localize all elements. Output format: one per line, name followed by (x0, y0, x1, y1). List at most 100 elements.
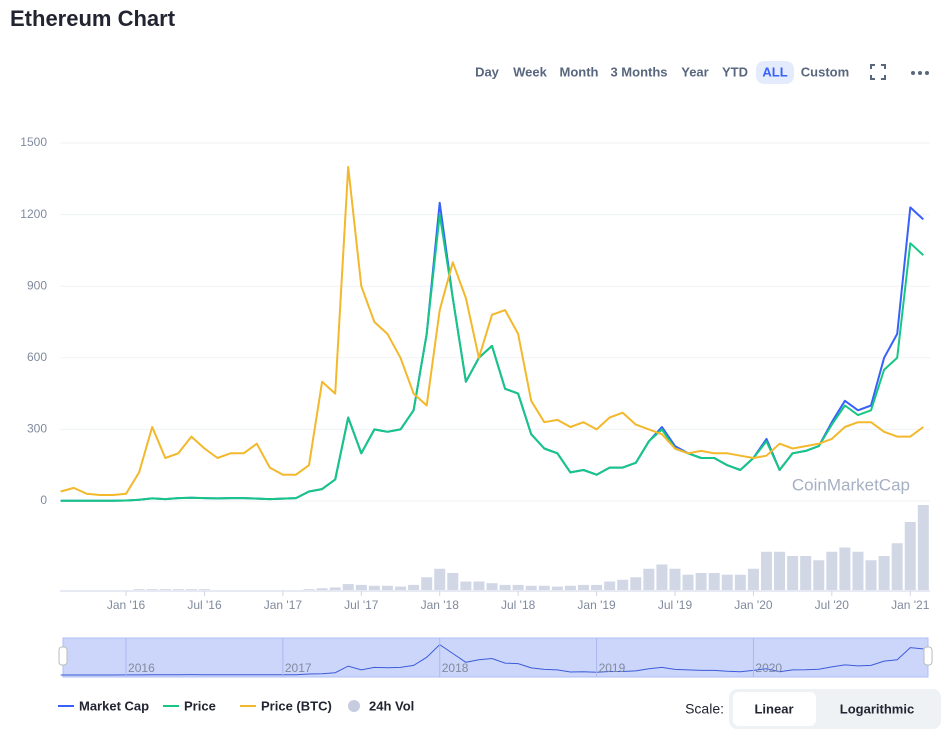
range-button[interactable]: Week (513, 64, 547, 79)
volume-bar (695, 573, 707, 590)
volume-bar (159, 589, 171, 590)
x-tick-label: Jul '16 (187, 598, 222, 612)
volume-bar (578, 584, 589, 590)
volume-bar (198, 589, 210, 590)
volume-bar (368, 585, 380, 590)
watermark: CoinMarketCap (792, 475, 910, 494)
volume-bar (813, 560, 825, 590)
scale-option[interactable]: Logarithmic (840, 701, 914, 716)
volume-bar (512, 584, 524, 590)
volume-bar (787, 556, 799, 590)
more-icon[interactable] (911, 71, 929, 75)
volume-bar (878, 556, 890, 590)
volume-bar (643, 568, 655, 590)
navigator-line (60, 643, 924, 676)
navigator-label: 2018 (442, 661, 469, 675)
volume-bar (172, 589, 184, 590)
volume-bar (669, 568, 681, 590)
volume-bar (708, 573, 720, 590)
legend-label[interactable]: Market Cap (79, 698, 149, 713)
range-button[interactable]: ALL (762, 64, 787, 79)
x-tick-label: Jan '21 (891, 598, 930, 612)
x-tick-label: Jan '18 (421, 598, 460, 612)
volume-bar (865, 560, 877, 590)
range-button[interactable]: YTD (722, 64, 748, 79)
volume-bar (525, 585, 537, 590)
volume-bar (185, 589, 197, 590)
y-tick-label: 600 (27, 350, 47, 364)
volume-bar (904, 522, 916, 590)
y-tick-label: 0 (40, 493, 47, 507)
volume-bar (146, 589, 158, 590)
volume-bar (604, 581, 616, 590)
volume-bar (852, 551, 864, 590)
volume-bar (421, 577, 433, 590)
volume-bar (630, 577, 642, 590)
range-button[interactable]: Day (475, 64, 500, 79)
fullscreen-icon[interactable] (870, 64, 886, 80)
x-tick-label: Jul '19 (658, 598, 693, 612)
range-button[interactable]: Month (560, 64, 599, 79)
navigator-label: 2017 (285, 661, 312, 675)
volume-bar (617, 579, 629, 590)
volume-bar (303, 589, 315, 590)
volume-bar (826, 551, 838, 590)
volume-bar (734, 574, 746, 590)
volume-bar (133, 589, 145, 590)
volume-bar (891, 543, 903, 590)
volume-bar (760, 551, 772, 590)
x-tick-label: Jan '19 (577, 598, 616, 612)
volume-bar (682, 574, 694, 590)
navigator-label: 2016 (128, 661, 155, 675)
legend-label[interactable]: Price (BTC) (261, 698, 332, 713)
volume-bar (774, 551, 786, 590)
range-button[interactable]: Custom (801, 64, 849, 79)
volume-bar (721, 574, 733, 590)
volume-bar (460, 581, 472, 590)
volume-bar (447, 573, 459, 590)
page-title: Ethereum Chart (10, 6, 176, 31)
x-tick-label: Jul '18 (501, 598, 536, 612)
navigator-label: 2019 (599, 661, 626, 675)
toolbar (870, 64, 929, 80)
volume-bar (656, 564, 668, 590)
y-tick-label: 1200 (20, 207, 47, 221)
volume-bar (747, 568, 759, 590)
navigator-handle[interactable] (923, 646, 933, 666)
volume-bar (538, 585, 550, 590)
y-tick-label: 900 (27, 278, 47, 292)
x-tick-label: Jan '20 (734, 598, 773, 612)
navigator (62, 637, 929, 678)
volume-bar (355, 584, 367, 590)
legend-label[interactable]: 24h Vol (369, 698, 414, 713)
volume-bar (473, 581, 485, 590)
y-tick-label: 1500 (20, 135, 47, 149)
volume-bar (342, 584, 354, 590)
x-tick-label: Jan '17 (264, 598, 303, 612)
legend-label[interactable]: Price (184, 698, 216, 713)
range-active-bg (756, 61, 794, 84)
volume-bar (800, 556, 812, 590)
volume-bar (486, 583, 498, 590)
series-line (60, 213, 924, 502)
legend-swatch (348, 700, 360, 712)
series-line (60, 165, 924, 496)
range-button[interactable]: Year (681, 64, 708, 79)
volume-bar (839, 547, 851, 590)
volume-bar (499, 584, 511, 590)
scale-option[interactable]: Linear (754, 701, 793, 716)
volume-bar (917, 505, 929, 590)
y-tick-label: 300 (27, 422, 47, 436)
volume-bar (408, 584, 420, 590)
volume-bar (591, 584, 603, 590)
x-tick-label: Jan '16 (107, 598, 146, 612)
scale-label: Scale: (685, 701, 724, 717)
navigator-handle[interactable] (58, 646, 68, 666)
scale-active-bg (733, 692, 816, 726)
volume-bar (329, 587, 341, 590)
x-tick-label: Jul '20 (815, 598, 850, 612)
volume-bar (551, 586, 563, 590)
series-line (60, 201, 924, 502)
range-button[interactable]: 3 Months (610, 64, 667, 79)
